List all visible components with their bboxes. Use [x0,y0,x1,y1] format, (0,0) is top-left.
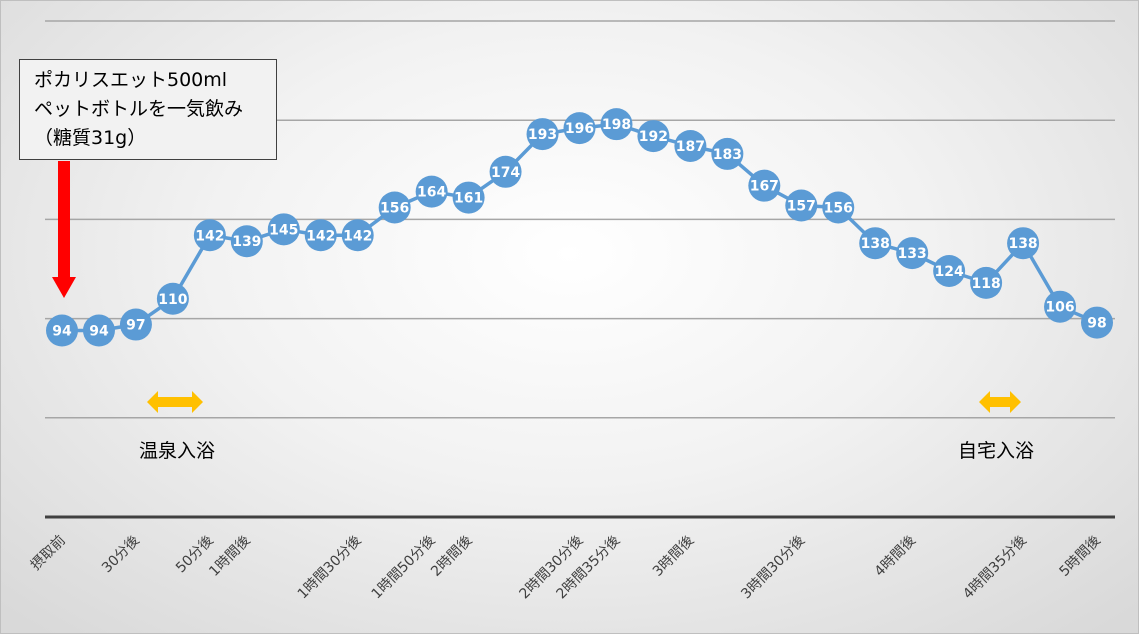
data-point [341,219,374,252]
intake-annotation-box: ポカリスエット500ml ペットボトルを一気飲み （糖質31g） [19,59,277,160]
data-point [748,169,781,202]
data-label: 164 [417,185,446,201]
x-tick-label: 5時間後 [1057,533,1104,580]
data-point [119,308,152,341]
data-label: 145 [269,222,298,238]
data-label: 133 [898,246,927,262]
annotation-line: ポカリスエット500ml [34,69,228,91]
annotation-line: （糖質31g） [34,127,147,149]
data-point [46,314,78,347]
data-point [933,254,966,287]
intake-arrow-icon [52,161,76,298]
data-label: 124 [935,264,964,280]
data-point [600,108,633,141]
x-tick-label: 3時間30分後 [738,533,808,603]
data-label: 110 [158,292,187,308]
data-label: 196 [565,121,594,137]
data-points: 94 94 97 110 142 139 145 142 142 156 164 161 174 193 1… [46,108,1113,347]
annotation-line: ペットボトルを一気飲み [34,98,244,120]
data-point [489,155,522,188]
data-point [859,227,892,260]
data-point [1081,306,1113,339]
data-point [785,189,818,222]
data-label: 174 [491,165,520,181]
x-tick-label: 1時間30分後 [295,533,365,603]
data-label: 138 [861,236,890,252]
event-label-hot-spring-bath: 温泉入浴 [139,440,216,462]
data-label: 193 [528,127,557,143]
data-point [896,237,929,270]
data-label: 142 [306,228,335,244]
annotation-arrows [52,161,1021,413]
event-label-home-bath: 自宅入浴 [958,440,1035,462]
data-label: 106 [1045,300,1074,316]
data-label: 192 [639,129,668,145]
data-label: 97 [126,318,145,334]
data-label: 161 [454,191,483,207]
data-label: 167 [750,179,779,195]
data-point [637,120,670,153]
x-tick-label: 3時間後 [650,533,697,580]
data-point [230,225,263,258]
data-point [526,118,559,151]
data-point [415,175,448,208]
x-tick-label: 摂取前 [27,532,69,574]
data-point [1007,227,1040,260]
data-point [711,137,744,170]
data-point [378,191,411,224]
data-label: 187 [676,139,705,155]
x-tick-label: 30分後 [99,533,143,577]
data-point [193,219,226,252]
x-tick-label: 4時間後 [872,533,919,580]
data-label: 156 [824,200,853,216]
data-label: 94 [89,324,109,340]
data-label: 138 [1008,236,1037,252]
data-label: 157 [787,199,816,215]
data-point [304,219,337,252]
data-point [267,213,300,246]
data-label: 142 [195,228,224,244]
data-label: 94 [52,324,72,340]
data-point [822,191,855,224]
data-point [452,181,485,214]
data-label: 183 [713,147,742,163]
data-point [1044,290,1077,323]
data-label: 118 [971,276,1000,292]
data-label: 142 [343,228,372,244]
bath-arrow-icon [147,391,203,413]
data-point [674,129,707,162]
data-label: 98 [1087,316,1106,332]
x-tick-label: 2時間後 [428,533,475,580]
data-point [156,282,189,315]
x-tick-label: 4時間35分後 [960,533,1030,603]
data-label: 139 [232,234,261,250]
data-point [970,266,1003,299]
data-point [563,112,596,145]
data-label: 198 [602,117,631,133]
data-point [82,314,115,347]
x-tick-label: 1時間後 [206,533,253,580]
bath-arrow-icon [979,391,1021,413]
data-label: 156 [380,200,409,216]
